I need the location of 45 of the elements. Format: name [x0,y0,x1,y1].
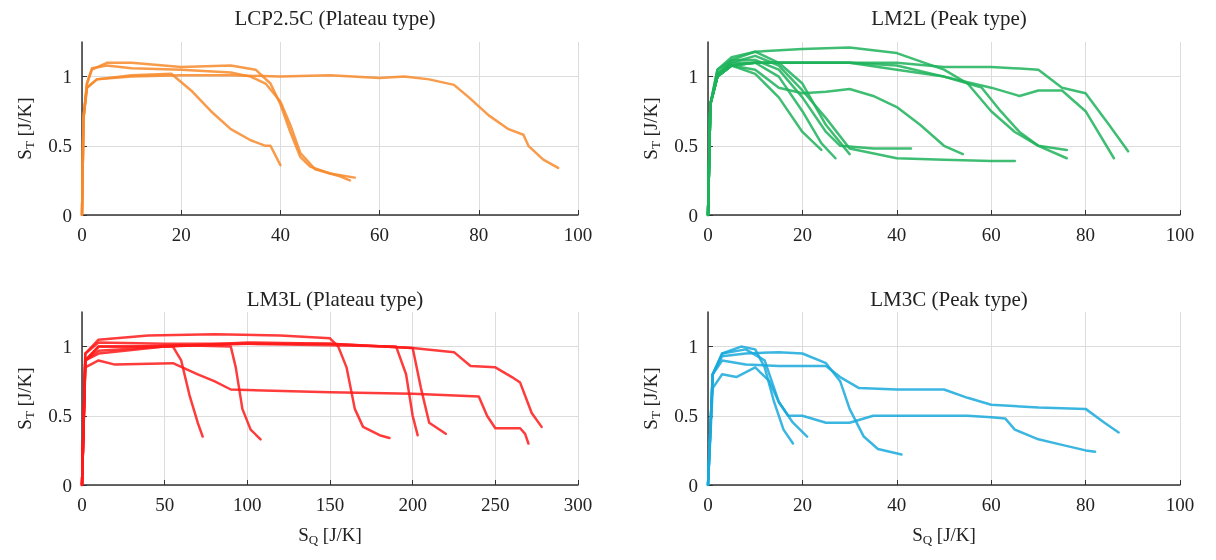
y-tick-label: 1 [688,336,698,358]
y-tick-label: 1 [62,336,72,358]
x-tick-label: 150 [315,494,345,515]
x-tick-label: 50 [155,494,175,515]
x-tick-label: 0 [77,494,87,515]
x-tick-label: 80 [1076,224,1096,245]
x-tick-label: 100 [563,224,593,245]
x-tick-label: 0 [703,494,713,515]
x-tick-label: 60 [981,494,1001,515]
y-tick-label: 1 [688,66,698,88]
x-tick-label: 100 [1165,224,1195,245]
y-tick-label: 0.5 [48,405,72,427]
y-tick-label: 0 [688,204,698,226]
y-axis-title: ST [J/K] [14,367,37,430]
x-tick-label: 300 [563,494,593,515]
y-tick-label: 0.5 [674,405,698,427]
x-tick-label: 200 [398,494,427,515]
x-tick-label: 60 [981,224,1001,245]
x-tick-label: 0 [77,224,87,245]
x-tick-label: 80 [1076,494,1096,515]
y-tick-label: 1 [62,66,72,88]
y-axis-title: ST [J/K] [640,367,663,430]
y-tick-label: 0 [62,204,72,226]
y-tick-label: 0.5 [48,135,72,157]
y-axis-title: ST [J/K] [14,97,37,160]
y-tick-label: 0 [688,474,698,496]
x-tick-label: 20 [792,224,812,245]
y-tick-label: 0 [62,474,72,496]
x-tick-label: 20 [171,224,191,245]
y-tick-label: 0.5 [674,135,698,157]
x-tick-label: 0 [703,224,713,245]
x-tick-label: 40 [887,224,907,245]
chart-title: LCP2.5C (Plateau type) [234,5,436,30]
x-tick-label: 40 [887,494,907,515]
chart-title: LM3C (Peak type) [870,286,1028,311]
y-axis-title: ST [J/K] [640,97,663,160]
chart-title: LM2L (Peak type) [871,5,1027,30]
x-tick-label: 20 [792,494,812,515]
x-tick-label: 250 [481,494,510,515]
x-tick-label: 100 [233,494,262,515]
x-tick-label: 60 [370,224,390,245]
x-tick-label: 40 [270,224,290,245]
x-tick-label: 80 [469,224,489,245]
x-tick-label: 100 [1165,494,1195,515]
chart-title: LM3L (Plateau type) [246,286,424,311]
